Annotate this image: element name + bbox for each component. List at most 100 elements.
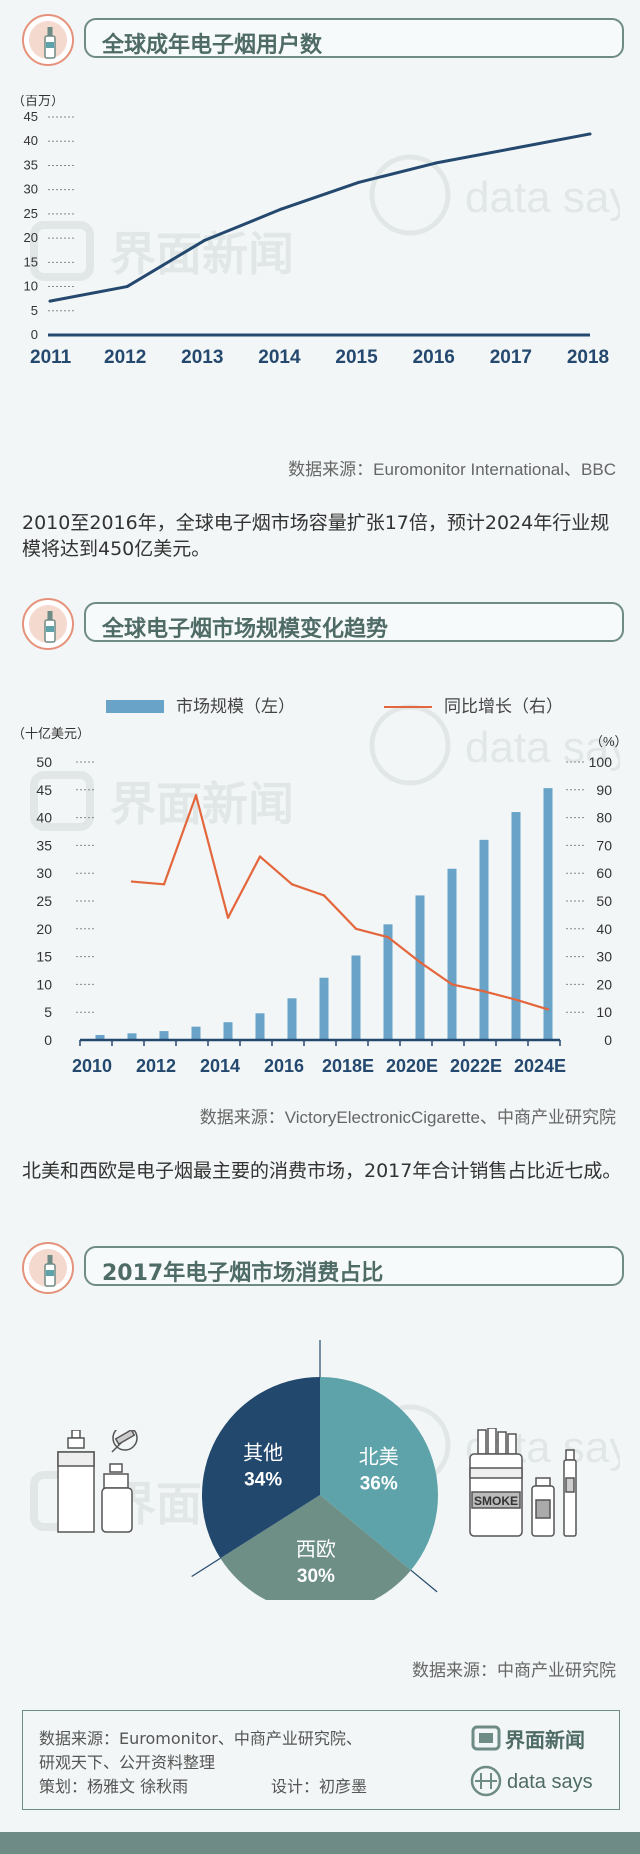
bar (351, 955, 361, 1040)
y-tick-label-left: 10 (36, 976, 52, 992)
data-point (588, 132, 592, 136)
brand-cn: 界面新闻 (505, 1728, 585, 1752)
y-tick-label-left: 0 (44, 1032, 52, 1048)
bar (479, 839, 489, 1040)
data-point (511, 146, 515, 150)
e-cigarette-icon (22, 598, 74, 650)
growth-point (450, 983, 454, 986)
y-tick-label: 45 (24, 109, 38, 124)
pie-slice (202, 1377, 320, 1559)
pie-slice (220, 1495, 411, 1600)
x-tick-label: 2016 (413, 347, 455, 368)
data-point (125, 285, 129, 289)
y-tick-label-right: 60 (596, 865, 612, 881)
x-tick-label: 2018 (567, 347, 609, 368)
section-header-2: 全球电子烟市场规模变化趋势 (22, 598, 624, 652)
y-tick-label-right: 20 (596, 976, 612, 992)
brand-logo: 界面新闻 data says (470, 1725, 593, 1797)
chart3-source: 数据来源：中商产业研究院 (412, 1661, 616, 1680)
y-tick-label-left: 40 (36, 810, 52, 826)
x-tick-label: 2014 (258, 347, 301, 368)
bar (511, 812, 521, 1040)
growth-point (546, 1008, 550, 1011)
y-tick-label-left: 50 (36, 754, 52, 770)
bar-line-chart-market: 市场规模（左） 同比增长（右） （十亿美元） （%） 0 5 10 15 20 25 30 35 40 4… (12, 697, 628, 1076)
y-tick-label: 15 (24, 254, 38, 269)
x-tick-label: 2018E (322, 1056, 374, 1076)
y-axis-label: （百万） (12, 95, 64, 108)
y-tick-label-right: 30 (596, 949, 612, 965)
leader-line (191, 1557, 221, 1577)
y-tick-label-right: 50 (596, 893, 612, 909)
x-tick-label: 2012 (136, 1056, 176, 1076)
paragraph-2: 北美和西欧是电子烟最主要的消费市场，2017年合计销售占比近七成。 (22, 1160, 622, 1182)
growth-point (194, 794, 198, 797)
growth-point (386, 935, 390, 939)
growth-point (354, 927, 358, 930)
bar (95, 1034, 105, 1040)
chart1-source: 数据来源：Euromonitor International、BBC (288, 460, 616, 479)
section-title-box: 全球电子烟市场规模变化趋势 (84, 602, 624, 642)
bar (543, 788, 553, 1040)
slice-label: 北美 (359, 1445, 399, 1468)
bar (287, 998, 297, 1040)
x-tick-label: 2015 (335, 347, 378, 368)
y-tick-label-right: 100 (589, 754, 613, 770)
section-title: 全球电子烟市场规模变化趋势 (102, 617, 389, 642)
legend-label-line: 同比增长（右） (444, 697, 563, 716)
section-title: 2017年电子烟市场消费占比 (102, 1261, 384, 1286)
bar (255, 1013, 265, 1040)
x-tick-label: 2020E (386, 1056, 438, 1076)
y-tick-label-left: 15 (36, 949, 52, 965)
x-tick-label: 2022E (450, 1056, 502, 1076)
y-tick-label-left: 30 (36, 865, 52, 881)
x-tick-label: 2013 (181, 347, 223, 368)
section-title-box: 全球成年电子烟用户数 (84, 18, 624, 58)
x-tick-label: 2017 (490, 347, 532, 368)
data-point (357, 180, 361, 184)
data-point (48, 299, 52, 303)
e-cigarette-icon (22, 1242, 74, 1294)
footer-designer: 设计：初彦墨 (271, 1777, 368, 1796)
y-tick-label-left: 35 (36, 837, 52, 853)
data-point (202, 239, 206, 243)
bar (383, 924, 393, 1040)
growth-point (258, 855, 262, 858)
legend-swatch-bar (106, 700, 164, 713)
footer-planner: 策划：杨雅文 徐秋雨 (39, 1777, 189, 1796)
y-tick-label: 5 (31, 303, 38, 318)
footer-bar (0, 1832, 640, 1854)
line-chart-users: （百万） 0 5 10 15 20 25 30 35 40 45 2011 2012 2013 2014 20… (12, 95, 609, 368)
growth-point (290, 883, 294, 886)
y-tick-label: 30 (24, 182, 38, 197)
slice-value: 30% (297, 1566, 335, 1587)
section-title-box: 2017年电子烟市场消费占比 (84, 1246, 624, 1286)
data-point (434, 161, 438, 165)
footer-source-line1: 数据来源：Euromonitor、中商产业研究院、 (39, 1729, 362, 1748)
bar (447, 868, 457, 1040)
e-liquid-bottle-icon (57, 1430, 138, 1533)
footer-box: 数据来源：Euromonitor、中商产业研究院、 研观天下、公开资料整理 策划… (22, 1710, 620, 1810)
growth-point (514, 998, 518, 1001)
y-tick-label-right: 10 (596, 1004, 612, 1020)
y-tick-label: 25 (24, 206, 38, 221)
brand-en: data says (507, 1771, 593, 1793)
y-tick-label-left: 25 (36, 893, 52, 909)
y-tick-label-right: 80 (596, 810, 612, 826)
y-tick-label-left: 20 (36, 921, 52, 937)
slice-value: 34% (244, 1470, 282, 1491)
smoke-label: SMOKE (474, 1494, 518, 1508)
growth-point (418, 960, 422, 964)
x-tick-label: 2011 (30, 347, 72, 368)
growth-point (482, 990, 486, 993)
x-tick-label: 2012 (104, 347, 146, 368)
bar (191, 1026, 201, 1040)
paragraph-1: 2010至2016年，全球电子烟市场容量扩张17倍，预计2024年行业规模将达到… (22, 512, 610, 560)
slice-label: 其他 (243, 1442, 283, 1465)
x-tick-label: 2016 (264, 1056, 304, 1076)
y-tick-label-left: 45 (36, 782, 52, 798)
bar (223, 1022, 233, 1040)
growth-point (322, 894, 326, 897)
y-axis-label-right: （%） (590, 734, 628, 749)
growth-point (130, 880, 134, 883)
